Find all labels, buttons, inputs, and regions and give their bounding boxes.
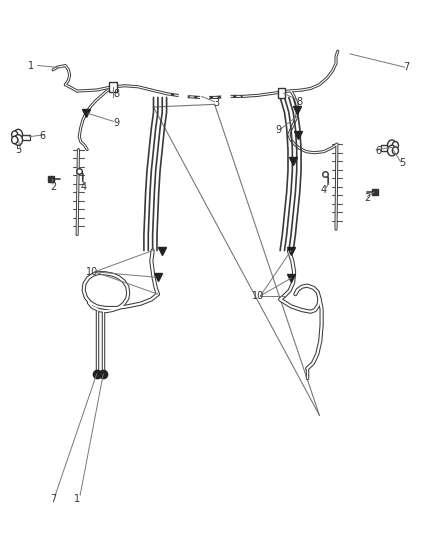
- Text: 7: 7: [404, 62, 410, 72]
- Text: 2: 2: [50, 182, 56, 192]
- Text: 3: 3: [214, 98, 220, 108]
- Text: 10: 10: [86, 267, 99, 277]
- Circle shape: [392, 142, 399, 149]
- Circle shape: [12, 136, 18, 144]
- Text: 9: 9: [275, 125, 281, 135]
- Text: 5: 5: [399, 158, 406, 168]
- Text: 9: 9: [113, 118, 120, 128]
- Text: 8: 8: [113, 88, 120, 99]
- Circle shape: [12, 131, 18, 139]
- Circle shape: [14, 135, 22, 146]
- Text: 6: 6: [39, 131, 45, 141]
- Text: 8: 8: [297, 96, 303, 107]
- Text: 6: 6: [375, 146, 381, 156]
- Text: 1: 1: [28, 61, 34, 70]
- Circle shape: [388, 140, 396, 151]
- Bar: [278, 88, 286, 98]
- Text: 10: 10: [252, 290, 265, 301]
- Circle shape: [14, 130, 22, 140]
- Circle shape: [392, 147, 399, 155]
- Text: 4: 4: [321, 185, 327, 195]
- Circle shape: [388, 146, 396, 156]
- Bar: [110, 82, 117, 92]
- Text: 1: 1: [74, 494, 80, 504]
- Text: 4: 4: [81, 182, 87, 192]
- Text: 2: 2: [364, 193, 371, 204]
- Text: 7: 7: [50, 494, 56, 504]
- Text: 5: 5: [15, 144, 21, 155]
